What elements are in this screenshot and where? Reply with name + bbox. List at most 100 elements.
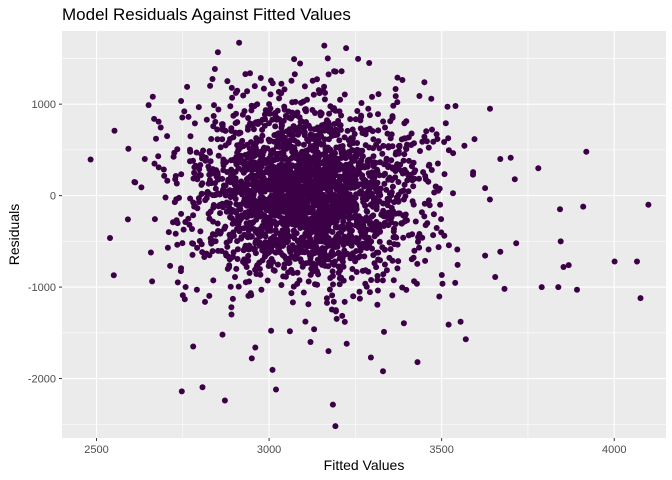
data-point	[395, 258, 402, 265]
data-point	[560, 264, 567, 270]
data-point	[292, 209, 299, 215]
data-point	[298, 99, 304, 106]
data-point	[269, 366, 276, 373]
data-point	[322, 252, 329, 259]
data-point	[212, 118, 219, 125]
data-point	[281, 103, 288, 110]
data-point	[385, 196, 392, 202]
data-point	[322, 262, 329, 269]
data-point	[294, 190, 301, 197]
data-point	[191, 120, 198, 127]
data-point	[286, 255, 293, 262]
data-point	[228, 84, 235, 91]
data-point	[333, 315, 340, 322]
data-point	[375, 256, 382, 263]
data-point	[340, 277, 347, 284]
data-point	[329, 170, 336, 177]
data-point	[416, 93, 423, 99]
data-point	[368, 277, 375, 283]
data-point	[174, 146, 181, 153]
data-point	[224, 265, 231, 272]
data-point	[147, 249, 154, 256]
data-point	[342, 249, 348, 256]
data-point	[303, 248, 310, 255]
data-point	[336, 179, 342, 186]
data-point	[384, 156, 391, 163]
data-point	[178, 265, 185, 272]
data-point	[565, 262, 572, 269]
data-point	[501, 285, 508, 292]
data-point	[270, 233, 277, 240]
data-point	[206, 252, 213, 259]
data-point	[268, 247, 275, 254]
data-point	[209, 76, 216, 82]
data-point	[296, 202, 303, 209]
data-point	[422, 222, 429, 229]
data-point	[296, 277, 303, 284]
data-point	[404, 177, 411, 184]
data-point	[189, 251, 196, 258]
data-point	[390, 102, 397, 109]
data-point	[396, 143, 403, 150]
data-point	[208, 170, 214, 177]
data-point	[238, 156, 245, 163]
data-point	[253, 119, 260, 126]
data-point	[376, 189, 383, 196]
data-point	[227, 194, 234, 201]
data-point	[370, 252, 377, 259]
data-point	[164, 133, 171, 140]
data-point	[372, 198, 379, 205]
x-axis-title: Fitted Values	[324, 457, 405, 473]
data-point	[319, 199, 326, 206]
data-point	[382, 124, 388, 131]
data-point	[300, 141, 307, 148]
data-point	[246, 270, 253, 276]
data-point	[187, 158, 193, 165]
data-point	[219, 188, 226, 194]
data-point	[611, 258, 618, 265]
data-point	[387, 118, 394, 125]
data-point	[279, 252, 286, 259]
data-point	[482, 252, 489, 259]
data-point	[190, 212, 197, 219]
data-point	[223, 208, 230, 215]
data-point	[302, 106, 308, 113]
data-point	[388, 219, 395, 226]
data-point	[257, 119, 264, 126]
data-point	[311, 217, 318, 224]
data-point	[399, 284, 406, 291]
data-point	[264, 145, 271, 152]
data-point	[233, 265, 240, 272]
data-point	[365, 215, 372, 222]
data-point	[357, 150, 364, 157]
data-point	[239, 167, 246, 174]
data-point	[326, 185, 333, 192]
data-point	[454, 261, 461, 268]
data-point	[302, 230, 309, 237]
data-point	[246, 278, 253, 285]
data-point	[312, 223, 319, 230]
data-point	[410, 159, 417, 166]
data-point	[336, 137, 343, 144]
data-point	[256, 182, 263, 189]
data-point	[389, 257, 396, 264]
data-point	[320, 166, 327, 173]
data-point	[190, 343, 197, 350]
data-point	[538, 284, 545, 291]
data-point	[390, 208, 397, 215]
data-point	[182, 284, 189, 290]
data-point	[373, 170, 380, 177]
data-point	[322, 89, 328, 96]
data-point	[243, 187, 250, 194]
data-point	[153, 135, 159, 142]
data-point	[202, 197, 209, 204]
data-point	[401, 181, 408, 188]
data-point	[185, 113, 192, 120]
data-point	[194, 244, 201, 251]
data-point	[305, 301, 312, 308]
data-point	[441, 139, 448, 145]
data-point	[214, 220, 221, 227]
data-point	[316, 131, 323, 138]
data-point	[325, 218, 332, 225]
